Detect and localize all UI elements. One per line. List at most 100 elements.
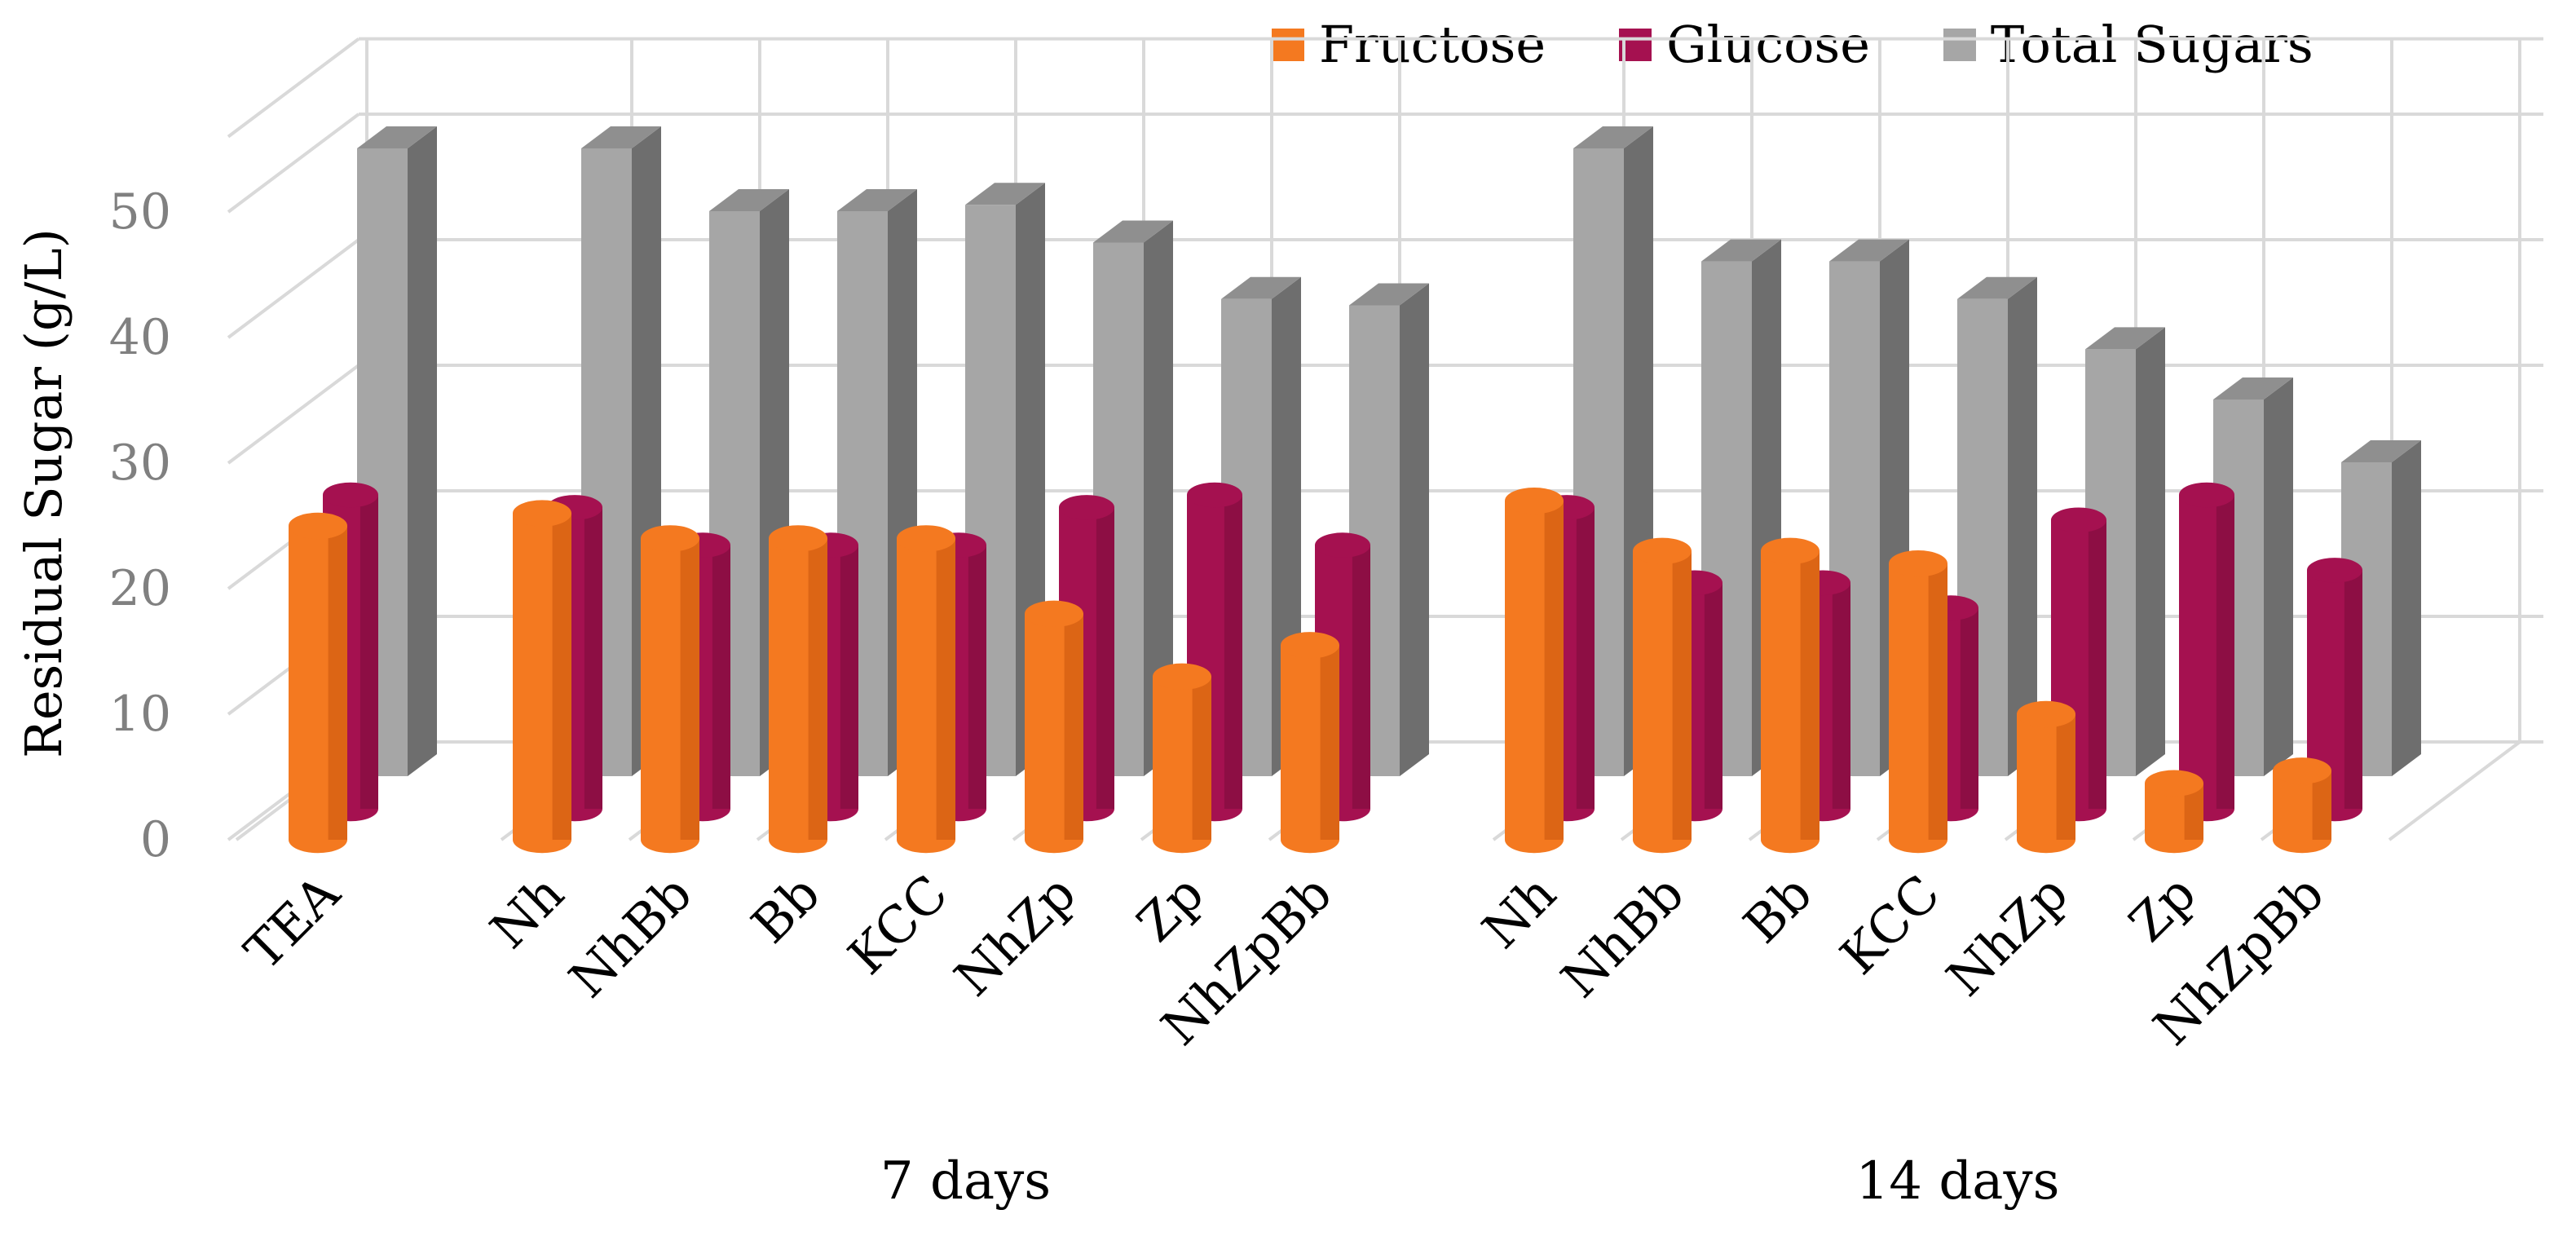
bar-total-5-side xyxy=(1144,220,1173,776)
bar-fructose-7 xyxy=(1281,632,1339,854)
bar-fructose-14-shade xyxy=(2312,770,2331,840)
legend-swatch-total-sugars xyxy=(1943,28,1976,61)
x-tick-label: Bb xyxy=(1732,863,1824,955)
bar-glucose-14-shade xyxy=(2344,570,2362,809)
x-tick-label: Nh xyxy=(479,863,575,960)
bar-glucose-9-shade xyxy=(1704,582,1722,809)
bar-fructose-10-shade xyxy=(1800,550,1820,840)
x-tick-label: KCC xyxy=(836,863,959,986)
bar-fructose-6-top xyxy=(1153,663,1211,690)
bar-total-12-cap xyxy=(2085,327,2165,350)
bar-fructose-10-top xyxy=(1761,537,1820,564)
bar-glucose-5-shade xyxy=(1096,507,1114,809)
y-tick-label: 20 xyxy=(109,560,171,617)
bar-total-10-cap xyxy=(1829,239,1909,262)
bar-glucose-6-top xyxy=(1187,482,1242,508)
bar-total-8-cap xyxy=(1573,126,1653,148)
bar-glucose-1-shade xyxy=(584,507,602,809)
bar-total-11-cap xyxy=(1957,276,2037,299)
floor-divider xyxy=(2388,740,2521,841)
bar-glucose-13 xyxy=(2179,482,2234,822)
bar-fructose-1-top xyxy=(513,500,571,527)
bar-total-0-side xyxy=(408,126,437,776)
bar-fructose-6 xyxy=(1153,663,1211,854)
legend-item-fructose: Fructose xyxy=(1272,15,1546,74)
gridline-left-40 xyxy=(227,238,360,339)
bar-total-11 xyxy=(1957,276,2037,776)
gridline-top-left xyxy=(227,37,360,139)
bar-fructose-2 xyxy=(641,525,699,854)
bar-fructose-13-shade xyxy=(2184,783,2203,840)
bar-fructose-0-shade xyxy=(328,526,347,840)
x-tick-label: Bb xyxy=(740,863,831,955)
bar-total-12-side xyxy=(2136,327,2165,776)
bar-fructose-7-top xyxy=(1281,632,1339,659)
bar-fructose-14-top xyxy=(2273,757,2331,784)
bar-fructose-13-top xyxy=(2145,770,2203,797)
bar-fructose-5-top xyxy=(1025,600,1083,627)
bar-fructose-4-top xyxy=(897,525,955,552)
bar-fructose-8-top xyxy=(1505,488,1564,514)
legend-label-total-sugars: Total Sugars xyxy=(1990,15,2314,74)
legend: Fructose Glucose Total Sugars xyxy=(1272,15,2314,74)
bar-fructose-3-top xyxy=(769,525,827,552)
bar-fructose-9-top xyxy=(1633,537,1692,564)
bar-total-3-cap xyxy=(837,189,917,211)
bar-total-6-cap xyxy=(1221,276,1301,299)
bar-glucose-7-top xyxy=(1315,532,1370,558)
legend-swatch-fructose xyxy=(1272,28,1304,61)
bar-glucose-14 xyxy=(2307,558,2362,822)
legend-item-total-sugars: Total Sugars xyxy=(1943,15,2314,74)
bar-total-14-side xyxy=(2392,440,2421,776)
bar-fructose-12-shade xyxy=(2056,714,2075,840)
bar-fructose-5-shade xyxy=(1064,613,1083,840)
bar-glucose-7-shade xyxy=(1352,545,1370,809)
x-tick-label: TEA xyxy=(233,863,351,981)
bar-glucose-8-shade xyxy=(1576,507,1595,809)
bar-fructose-14 xyxy=(2273,757,2331,854)
legend-item-glucose: Glucose xyxy=(1619,15,1870,74)
bar-fructose-9-shade xyxy=(1672,550,1692,840)
bar-fructose-7-shade xyxy=(1320,645,1339,840)
bar-total-11-side xyxy=(2008,276,2037,776)
bar-fructose-2-top xyxy=(641,525,699,552)
bar-fructose-13 xyxy=(2145,770,2203,854)
y-tick-label: 50 xyxy=(109,183,171,241)
y-axis-title: Residual Sugar (g/L) xyxy=(14,228,73,758)
bar-total-7-side xyxy=(1400,283,1429,776)
bar-fructose-3 xyxy=(769,525,827,854)
x-tick-label: NhBb xyxy=(1550,863,1696,1009)
bar-glucose-14-top xyxy=(2307,558,2362,583)
bar-fructose-11-shade xyxy=(1928,563,1947,840)
bar-fructose-12-top xyxy=(2017,700,2075,728)
bar-glucose-0-top xyxy=(323,482,378,508)
bar-fructose-10 xyxy=(1761,537,1820,854)
legend-label-fructose: Fructose xyxy=(1319,15,1546,74)
bar-fructose-2-shade xyxy=(680,538,699,840)
bar-total-13-cap xyxy=(2213,377,2293,400)
bar-total-0-cap xyxy=(357,126,437,148)
bar-glucose-6-shade xyxy=(1224,495,1242,809)
bar-glucose-10-shade xyxy=(1832,582,1850,809)
bar-fructose-11-top xyxy=(1889,550,1947,577)
y-tick-label: 0 xyxy=(140,811,171,868)
bar-total-1-cap xyxy=(581,126,661,148)
gridline-left-50 xyxy=(227,113,360,214)
group-label: 14 days xyxy=(1856,1151,2060,1212)
bar-total-5-cap xyxy=(1093,220,1173,243)
bar-total-2-cap xyxy=(709,189,789,211)
y-tick-label: 40 xyxy=(109,309,171,366)
bar-fructose-3-shade xyxy=(808,538,827,840)
legend-label-glucose: Glucose xyxy=(1666,15,1870,74)
bar-total-4-cap xyxy=(965,183,1045,205)
bar-glucose-4-shade xyxy=(968,545,986,809)
bar-total-14-cap xyxy=(2341,440,2421,462)
bar-glucose-0-shade xyxy=(359,495,378,809)
bar-fructose-12 xyxy=(2017,700,2075,854)
bar-fructose-4-shade xyxy=(936,538,955,840)
bar-total-7-cap xyxy=(1349,283,1429,306)
x-tick-label: Zp xyxy=(1125,863,1215,953)
bar-fructose-8-shade xyxy=(1544,501,1564,840)
bar-glucose-13-shade xyxy=(2216,495,2234,809)
